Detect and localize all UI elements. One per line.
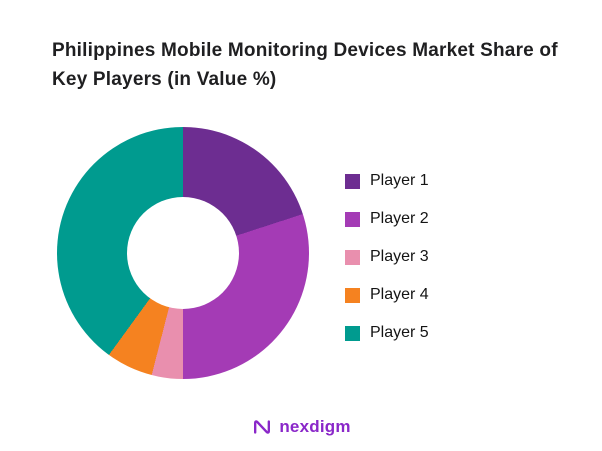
- legend-item: Player 2: [345, 210, 429, 228]
- brand-name: nexdigm: [279, 417, 351, 436]
- legend-item: Player 1: [345, 172, 429, 190]
- legend-label: Player 5: [370, 324, 429, 341]
- donut-hole: [127, 197, 239, 309]
- legend-item: Player 3: [345, 248, 429, 266]
- legend-swatch: [345, 211, 360, 227]
- legend-item: Player 4: [345, 286, 429, 304]
- legend-swatch: [345, 173, 360, 189]
- legend-label: Player 4: [370, 286, 429, 303]
- legend-label: Player 3: [370, 248, 429, 265]
- nexdigm-logo-icon: [251, 417, 273, 437]
- legend-swatch: [345, 249, 360, 265]
- logo-wave-path: [254, 420, 271, 434]
- brand-footer: nexdigm: [0, 417, 602, 437]
- legend-swatch: [345, 325, 360, 341]
- donut-chart-area: [57, 127, 309, 379]
- legend-item: Player 5: [345, 324, 429, 342]
- legend-swatch: [345, 287, 360, 303]
- chart-title: Philippines Mobile Monitoring Devices Ma…: [52, 40, 558, 91]
- legend-label: Player 2: [370, 210, 429, 227]
- chart-legend: Player 1 Player 2 Player 3 Player 4 Play…: [345, 172, 429, 342]
- legend-label: Player 1: [370, 172, 429, 189]
